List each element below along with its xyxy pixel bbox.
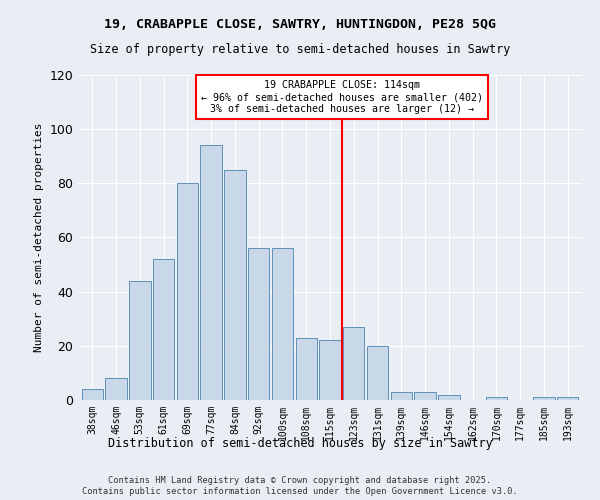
Bar [82, 389, 103, 400]
Bar [153, 259, 174, 400]
Text: 19, CRABAPPLE CLOSE, SAWTRY, HUNTINGDON, PE28 5QG: 19, CRABAPPLE CLOSE, SAWTRY, HUNTINGDON,… [104, 18, 496, 30]
Bar [319, 340, 341, 400]
Text: Distribution of semi-detached houses by size in Sawtry: Distribution of semi-detached houses by … [107, 438, 493, 450]
Bar [296, 338, 317, 400]
Bar [272, 248, 293, 400]
Y-axis label: Number of semi-detached properties: Number of semi-detached properties [34, 122, 44, 352]
Bar [557, 398, 578, 400]
Bar [200, 146, 222, 400]
Bar [176, 184, 198, 400]
Bar [224, 170, 245, 400]
Bar [248, 248, 269, 400]
Text: Size of property relative to semi-detached houses in Sawtry: Size of property relative to semi-detach… [90, 42, 510, 56]
Bar [438, 394, 460, 400]
Bar [415, 392, 436, 400]
Text: Contains HM Land Registry data © Crown copyright and database right 2025.: Contains HM Land Registry data © Crown c… [109, 476, 491, 485]
Bar [533, 398, 554, 400]
Bar [486, 398, 507, 400]
Bar [343, 327, 364, 400]
Bar [391, 392, 412, 400]
Bar [106, 378, 127, 400]
Text: Contains public sector information licensed under the Open Government Licence v3: Contains public sector information licen… [82, 488, 518, 496]
Bar [129, 281, 151, 400]
Text: 19 CRABAPPLE CLOSE: 114sqm
← 96% of semi-detached houses are smaller (402)
3% of: 19 CRABAPPLE CLOSE: 114sqm ← 96% of semi… [201, 80, 483, 114]
Bar [367, 346, 388, 400]
